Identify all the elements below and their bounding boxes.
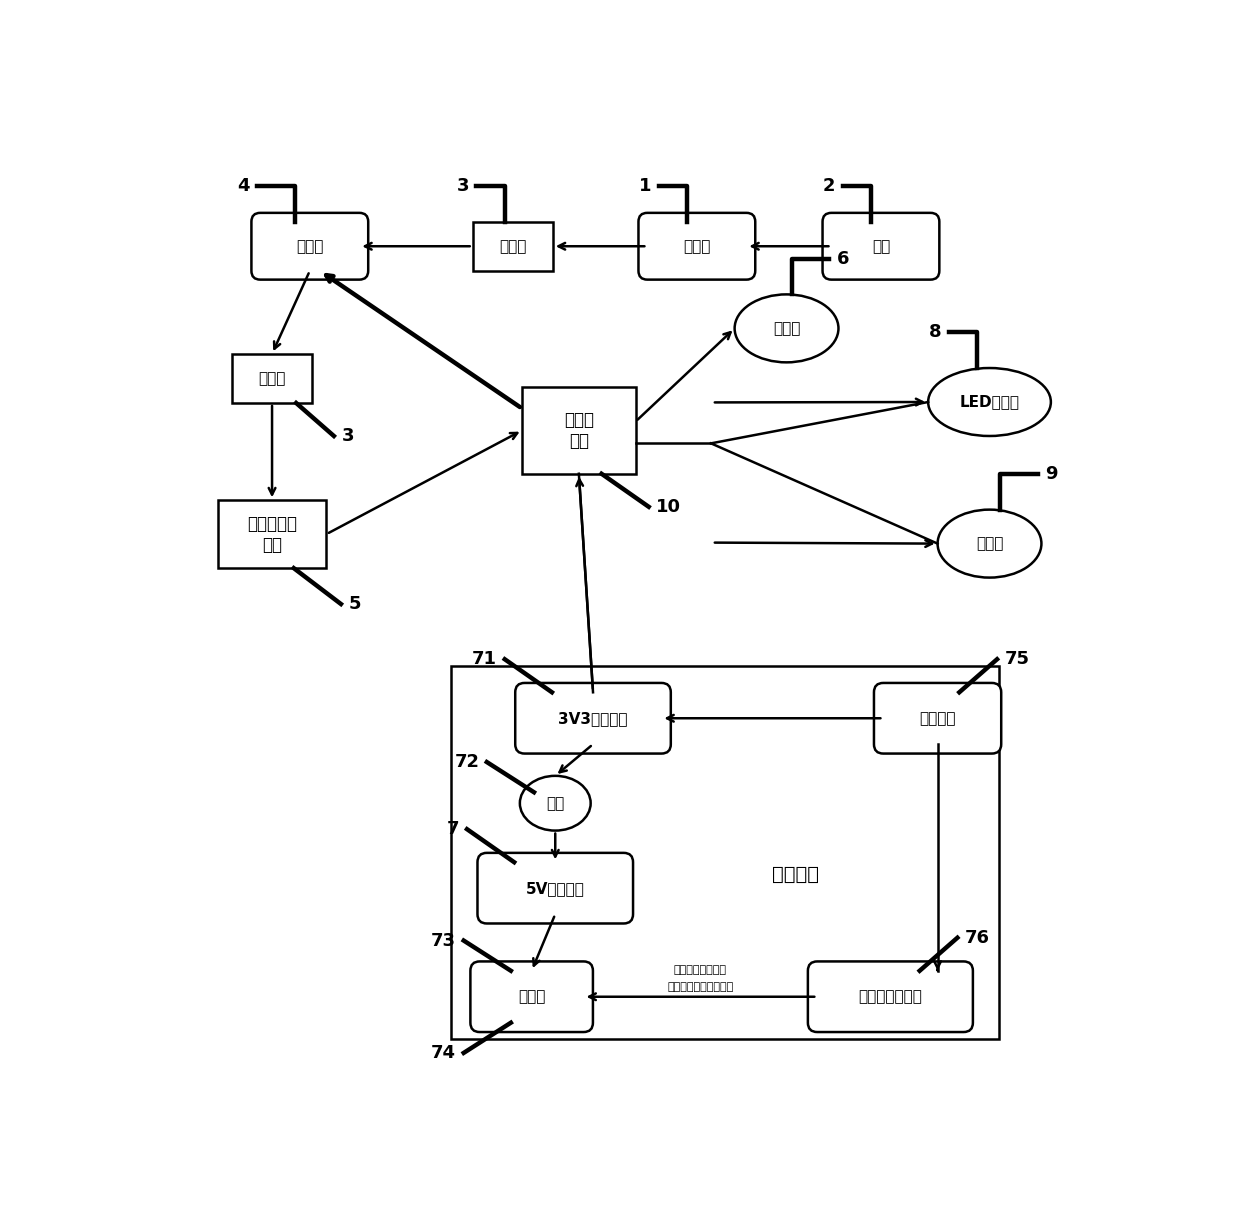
Ellipse shape: [734, 294, 838, 363]
FancyBboxPatch shape: [822, 213, 940, 280]
Text: 锂电池: 锂电池: [518, 989, 546, 1004]
Text: 锂电池电量不饱和放充: 锂电池电量不饱和放充: [667, 982, 734, 992]
Ellipse shape: [520, 776, 590, 830]
Text: 单片机
模块: 单片机 模块: [564, 411, 594, 450]
Text: 外部电源: 外部电源: [919, 711, 956, 726]
Text: 导气管: 导气管: [498, 239, 527, 254]
Text: 5V稳压电路: 5V稳压电路: [526, 880, 585, 896]
Bar: [522, 387, 635, 473]
FancyBboxPatch shape: [516, 683, 671, 754]
FancyBboxPatch shape: [470, 961, 593, 1032]
Text: 6: 6: [837, 250, 849, 267]
Text: 导气管: 导气管: [258, 371, 285, 386]
Text: 电磁阀: 电磁阀: [296, 239, 324, 254]
Bar: [218, 500, 326, 568]
Text: 5: 5: [348, 595, 361, 613]
Text: 气压传感器
模块: 气压传感器 模块: [247, 515, 298, 554]
Text: 2: 2: [822, 177, 836, 195]
Text: 1: 1: [639, 177, 651, 195]
Text: 电池电量是否饱和: 电池电量是否饱和: [673, 965, 727, 976]
Text: 波纹管: 波纹管: [683, 239, 711, 254]
Text: 3: 3: [456, 177, 469, 195]
Text: 10: 10: [656, 498, 681, 516]
FancyBboxPatch shape: [639, 213, 755, 280]
Text: 75: 75: [1004, 650, 1029, 668]
Bar: [472, 222, 553, 271]
Text: 显示屏: 显示屏: [976, 536, 1003, 552]
Text: 开关: 开关: [546, 796, 564, 810]
Text: 4: 4: [237, 177, 249, 195]
FancyBboxPatch shape: [252, 213, 368, 280]
Text: 8: 8: [929, 324, 941, 341]
Bar: [232, 354, 312, 403]
Text: 76: 76: [965, 929, 990, 946]
Text: 3V3稳压电路: 3V3稳压电路: [558, 711, 627, 726]
Text: 蜂鸣器: 蜂鸣器: [773, 321, 800, 336]
FancyBboxPatch shape: [874, 683, 1001, 754]
Text: 锂电池充电电路: 锂电池充电电路: [858, 989, 923, 1004]
Text: LED流水灯: LED流水灯: [960, 395, 1019, 409]
FancyBboxPatch shape: [808, 961, 973, 1032]
Text: 电源模块: 电源模块: [773, 864, 820, 884]
Text: 腰带: 腰带: [872, 239, 890, 254]
Ellipse shape: [929, 368, 1050, 436]
Text: 9: 9: [1045, 465, 1058, 483]
Text: 71: 71: [472, 650, 497, 668]
Text: 72: 72: [454, 753, 480, 771]
Bar: [451, 666, 999, 1040]
Text: 73: 73: [432, 932, 456, 950]
FancyBboxPatch shape: [477, 853, 634, 923]
Text: 7: 7: [446, 820, 460, 839]
Ellipse shape: [937, 510, 1042, 577]
Text: 74: 74: [432, 1043, 456, 1062]
Text: 3: 3: [341, 427, 353, 445]
